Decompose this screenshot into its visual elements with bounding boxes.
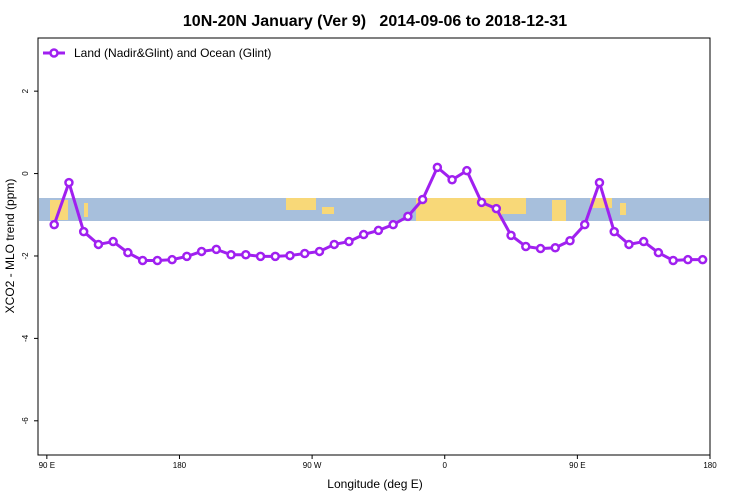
data-point bbox=[285, 250, 295, 261]
data-point bbox=[432, 162, 443, 173]
data-point bbox=[152, 255, 163, 266]
y-axis-label: XCO2 - MLO trend (ppm) bbox=[3, 179, 17, 314]
data-point bbox=[565, 235, 575, 246]
y-tick-label: 0 bbox=[21, 171, 30, 176]
data-point bbox=[638, 236, 649, 247]
data-point bbox=[270, 251, 281, 262]
legend-label: Land (Nadir&Glint) and Ocean (Glint) bbox=[74, 46, 271, 60]
data-point bbox=[683, 254, 693, 265]
data-point bbox=[211, 244, 222, 255]
data-point bbox=[506, 230, 516, 241]
data-point bbox=[653, 247, 664, 258]
x-axis-label: Longitude (deg E) bbox=[327, 477, 422, 491]
data-point bbox=[123, 247, 133, 258]
data-point bbox=[358, 229, 369, 240]
y-tick-label: 2 bbox=[21, 88, 30, 93]
data-point bbox=[182, 251, 192, 262]
data-point bbox=[521, 241, 531, 252]
x-tick-label: 0 bbox=[443, 461, 448, 470]
x-tick-label: 90 E bbox=[569, 461, 585, 470]
data-point bbox=[388, 219, 398, 230]
x-tick-label: 90 W bbox=[303, 461, 322, 470]
data-point bbox=[373, 225, 384, 236]
data-point bbox=[491, 203, 502, 214]
data-point bbox=[668, 255, 678, 266]
data-point bbox=[226, 249, 236, 260]
y-tick-label: -6 bbox=[21, 417, 30, 425]
data-point bbox=[344, 236, 354, 247]
data-point bbox=[64, 177, 74, 188]
data-point bbox=[609, 226, 619, 237]
data-point bbox=[299, 248, 310, 259]
plot-frame bbox=[37, 37, 711, 456]
data-point bbox=[476, 197, 487, 208]
data-point bbox=[697, 254, 708, 265]
data-point bbox=[137, 255, 148, 266]
x-tick-label: 180 bbox=[703, 461, 717, 470]
data-point bbox=[594, 177, 605, 188]
data-point bbox=[550, 242, 561, 253]
data-point bbox=[255, 251, 266, 262]
y-tick-label: -2 bbox=[21, 252, 30, 260]
data-point bbox=[447, 174, 457, 185]
data-point bbox=[78, 226, 89, 237]
data-point bbox=[196, 246, 207, 257]
data-point bbox=[241, 249, 251, 260]
data-point bbox=[49, 219, 59, 230]
x-tick-label: 180 bbox=[173, 461, 187, 470]
data-point bbox=[535, 243, 546, 254]
map-strip bbox=[39, 198, 709, 221]
data-point bbox=[314, 246, 325, 257]
y-tick-label: -4 bbox=[21, 334, 30, 342]
data-point bbox=[329, 239, 339, 250]
data-point bbox=[93, 239, 104, 250]
x-tick-label: 90 E bbox=[39, 461, 55, 470]
data-point bbox=[579, 219, 590, 230]
data-point bbox=[624, 239, 634, 250]
data-point bbox=[108, 236, 118, 247]
data-point bbox=[417, 194, 428, 205]
data-point bbox=[167, 254, 177, 265]
chart-title: 10N-20N January (Ver 9) 2014-09-06 to 20… bbox=[183, 13, 567, 30]
data-point bbox=[462, 165, 472, 176]
data-point bbox=[403, 211, 413, 222]
legend-marker bbox=[49, 48, 59, 58]
